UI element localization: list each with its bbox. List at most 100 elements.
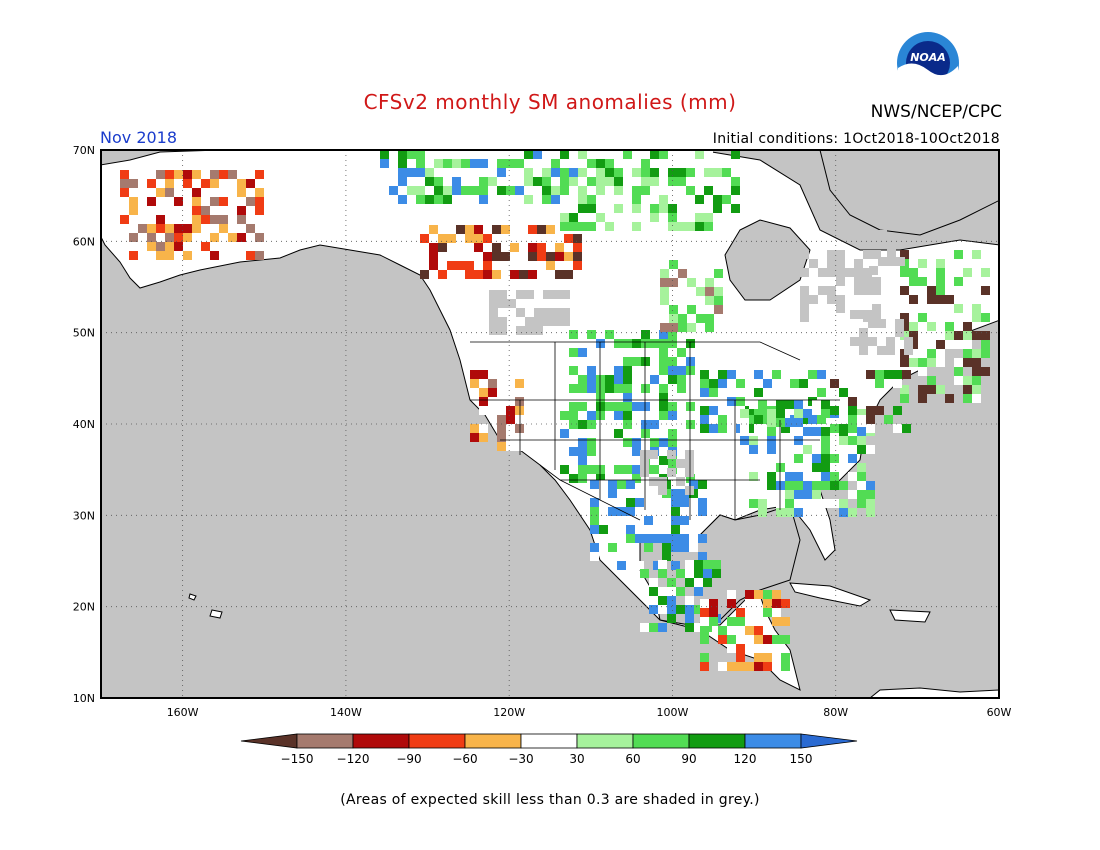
anomaly-cell (718, 424, 727, 433)
anomaly-cell (812, 472, 821, 481)
anomaly-cell (677, 384, 686, 393)
anomaly-cell (483, 261, 492, 270)
anomaly-cell (696, 305, 705, 314)
anomaly-cell (564, 270, 573, 279)
anomaly-cell (528, 225, 537, 234)
anomaly-cell (767, 427, 776, 436)
low-skill-cell (676, 477, 685, 486)
anomaly-cell (893, 406, 902, 415)
anomaly-cell (228, 170, 237, 179)
low-skill-cell (525, 290, 534, 299)
anomaly-cell (515, 406, 524, 415)
anomaly-cell (129, 251, 138, 260)
anomaly-cell (848, 472, 857, 481)
hudson-bay (724, 219, 811, 301)
lat-tick-label: 20N (73, 601, 95, 614)
anomaly-cell (709, 406, 718, 415)
anomaly-cell (668, 204, 677, 213)
anomaly-cell (700, 415, 709, 424)
low-skill-cell (525, 326, 534, 335)
anomaly-cell (754, 653, 763, 662)
anomaly-cell (165, 170, 174, 179)
anomaly-cell (608, 534, 617, 543)
anomaly-cell (479, 177, 488, 186)
anomaly-cell (945, 259, 954, 268)
anomaly-cell (781, 424, 790, 433)
anomaly-cell (677, 465, 686, 474)
colorbar-tick-label: −30 (508, 752, 533, 766)
anomaly-cell (569, 159, 578, 168)
anomaly-cell (578, 186, 587, 195)
anomaly-cell (560, 168, 569, 177)
anomaly-cell (578, 222, 587, 231)
anomaly-cell (839, 415, 848, 424)
anomaly-cell (945, 340, 954, 349)
anomaly-cell (632, 357, 641, 366)
anomaly-cell (740, 427, 749, 436)
anomaly-cell (192, 224, 201, 233)
low-skill-cell (836, 295, 845, 304)
anomaly-cell (731, 186, 740, 195)
low-skill-cell (868, 337, 877, 346)
low-skill-cell (872, 277, 881, 286)
anomaly-cell (686, 366, 695, 375)
colorbar-tick-label: 150 (790, 752, 813, 766)
anomaly-cell (936, 277, 945, 286)
anomaly-cell (686, 168, 695, 177)
anomaly-cell (210, 206, 219, 215)
anomaly-cell (156, 215, 165, 224)
anomaly-cell (605, 177, 614, 186)
anomaly-cell (972, 394, 981, 403)
anomaly-cell (246, 224, 255, 233)
axis-labels: 70N 60N 50N 40N 30N 20N 10N 160W 140W 120W 100W 80W… (73, 144, 1012, 719)
anomaly-cell (183, 197, 192, 206)
anomaly-cell (687, 305, 696, 314)
anomaly-cell (237, 233, 246, 242)
lon-tick-label: 100W (657, 706, 689, 719)
anomaly-cell (677, 447, 686, 456)
colorbar-tick-label: 60 (625, 752, 640, 766)
anomaly-cell (578, 195, 587, 204)
anomaly-cell (614, 177, 623, 186)
anomaly-cell (578, 384, 587, 393)
anomaly-cell (407, 150, 416, 159)
anomaly-cell (713, 204, 722, 213)
anomaly-cell (210, 179, 219, 188)
anomaly-cell (626, 489, 635, 498)
anomaly-cell (587, 195, 596, 204)
anomaly-cell (745, 424, 754, 433)
anomaly-cell (799, 379, 808, 388)
anomaly-cell (722, 222, 731, 231)
anomaly-cell (617, 552, 626, 561)
anomaly-cell (470, 370, 479, 379)
anomaly-cell (918, 259, 927, 268)
anomaly-cell (676, 569, 685, 578)
anomaly-cell (830, 481, 839, 490)
anomaly-cell (749, 436, 758, 445)
low-skill-cell (836, 277, 845, 286)
anomaly-cell (781, 617, 790, 626)
colorbar-tick-label: −150 (281, 752, 314, 766)
anomaly-cell (488, 388, 497, 397)
anomaly-cell (174, 197, 183, 206)
anomaly-cell (497, 159, 506, 168)
anomaly-cell (817, 415, 826, 424)
anomaly-cell (668, 213, 677, 222)
anomaly-cell (560, 411, 569, 420)
anomaly-cell (479, 406, 488, 415)
anomaly-cell (680, 498, 689, 507)
anomaly-cell (641, 330, 650, 339)
anomaly-cell (483, 252, 492, 261)
anomaly-cell (515, 424, 524, 433)
anomaly-cell (623, 402, 632, 411)
valid-month-label: Nov 2018 (100, 128, 178, 147)
anomaly-cell (709, 379, 718, 388)
anomaly-cell (709, 608, 718, 617)
anomaly-cell (745, 406, 754, 415)
low-skill-cell (850, 310, 859, 319)
anomaly-cell (398, 150, 407, 159)
anomaly-cell (669, 278, 678, 287)
anomaly-cell (714, 287, 723, 296)
anomaly-cell (694, 623, 703, 632)
anomaly-cell (623, 339, 632, 348)
